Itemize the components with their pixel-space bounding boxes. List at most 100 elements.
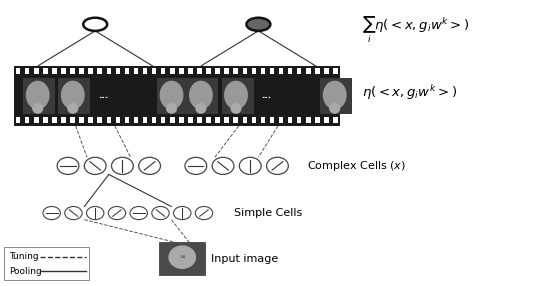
Bar bbox=[161, 68, 165, 74]
Bar bbox=[97, 68, 102, 74]
Bar bbox=[25, 68, 29, 74]
Bar bbox=[233, 68, 238, 74]
Bar bbox=[97, 118, 102, 124]
Bar bbox=[324, 68, 329, 74]
Bar bbox=[152, 118, 157, 124]
Ellipse shape bbox=[84, 157, 106, 174]
Bar bbox=[197, 118, 202, 124]
Bar bbox=[187, 78, 218, 114]
Bar bbox=[251, 118, 256, 124]
Ellipse shape bbox=[323, 81, 347, 110]
Bar bbox=[107, 118, 111, 124]
Bar bbox=[333, 118, 338, 124]
Bar bbox=[14, 66, 177, 126]
Text: Complex Cells ($\mathit{x}$): Complex Cells ($\mathit{x}$) bbox=[307, 159, 406, 173]
Bar bbox=[157, 78, 189, 114]
Ellipse shape bbox=[195, 103, 207, 114]
Bar bbox=[215, 118, 220, 124]
Ellipse shape bbox=[112, 157, 133, 174]
Bar bbox=[306, 118, 311, 124]
Bar bbox=[107, 68, 111, 74]
Ellipse shape bbox=[169, 245, 196, 269]
Bar bbox=[206, 118, 211, 124]
Bar bbox=[134, 118, 138, 124]
Ellipse shape bbox=[224, 81, 248, 110]
Ellipse shape bbox=[67, 103, 78, 114]
Bar bbox=[320, 78, 353, 114]
Ellipse shape bbox=[32, 103, 44, 114]
Bar bbox=[170, 68, 175, 74]
Bar bbox=[197, 68, 202, 74]
Bar bbox=[177, 66, 340, 126]
Bar bbox=[315, 118, 320, 124]
Bar bbox=[115, 118, 120, 124]
Bar bbox=[215, 68, 220, 74]
Bar bbox=[159, 243, 206, 275]
Text: Input image: Input image bbox=[211, 254, 278, 264]
Bar bbox=[179, 68, 184, 74]
Ellipse shape bbox=[189, 81, 213, 110]
Ellipse shape bbox=[83, 18, 107, 31]
Bar bbox=[52, 68, 57, 74]
Bar bbox=[4, 247, 89, 280]
Ellipse shape bbox=[185, 157, 207, 174]
Bar bbox=[143, 118, 147, 124]
Ellipse shape bbox=[239, 157, 261, 174]
Bar bbox=[270, 68, 274, 74]
Bar bbox=[224, 118, 229, 124]
Bar bbox=[88, 68, 93, 74]
Bar bbox=[333, 68, 338, 74]
Ellipse shape bbox=[43, 206, 60, 220]
Bar bbox=[125, 118, 129, 124]
Ellipse shape bbox=[57, 157, 79, 174]
Bar bbox=[88, 118, 93, 124]
Bar bbox=[52, 118, 57, 124]
Bar bbox=[324, 118, 329, 124]
Bar bbox=[224, 68, 229, 74]
Bar bbox=[152, 68, 157, 74]
Bar bbox=[297, 68, 301, 74]
Ellipse shape bbox=[174, 206, 191, 220]
Bar bbox=[315, 68, 320, 74]
Bar bbox=[25, 118, 29, 124]
Ellipse shape bbox=[65, 206, 82, 220]
Bar bbox=[23, 78, 55, 114]
Ellipse shape bbox=[108, 206, 126, 220]
Bar bbox=[125, 68, 129, 74]
Bar bbox=[161, 118, 165, 124]
Bar bbox=[306, 68, 311, 74]
Bar bbox=[206, 68, 211, 74]
Bar bbox=[279, 118, 283, 124]
Bar bbox=[16, 118, 21, 124]
Bar bbox=[261, 118, 265, 124]
Text: Pooling: Pooling bbox=[9, 267, 41, 276]
Ellipse shape bbox=[26, 81, 50, 110]
Bar bbox=[233, 118, 238, 124]
Ellipse shape bbox=[61, 81, 85, 110]
Bar bbox=[222, 78, 254, 114]
Text: Simple Cells: Simple Cells bbox=[234, 208, 302, 218]
Ellipse shape bbox=[166, 103, 177, 114]
Ellipse shape bbox=[130, 206, 147, 220]
Bar bbox=[134, 68, 138, 74]
Ellipse shape bbox=[159, 81, 183, 110]
Bar bbox=[61, 68, 66, 74]
Bar bbox=[243, 118, 247, 124]
Bar bbox=[188, 118, 193, 124]
Bar bbox=[79, 118, 84, 124]
Bar bbox=[70, 68, 75, 74]
Bar bbox=[61, 118, 66, 124]
Bar bbox=[179, 118, 184, 124]
Bar bbox=[115, 68, 120, 74]
Bar bbox=[170, 118, 175, 124]
Bar bbox=[288, 118, 293, 124]
Ellipse shape bbox=[152, 206, 169, 220]
Bar bbox=[270, 118, 274, 124]
Bar bbox=[297, 118, 301, 124]
Ellipse shape bbox=[212, 157, 234, 174]
Text: $\sum_i \eta(<x, g_i w^k>)$: $\sum_i \eta(<x, g_i w^k>)$ bbox=[362, 15, 469, 45]
Text: $\eta(<x, g_i w^k>)$: $\eta(<x, g_i w^k>)$ bbox=[362, 84, 457, 102]
Bar bbox=[16, 68, 21, 74]
Ellipse shape bbox=[231, 103, 242, 114]
Bar bbox=[58, 78, 90, 114]
